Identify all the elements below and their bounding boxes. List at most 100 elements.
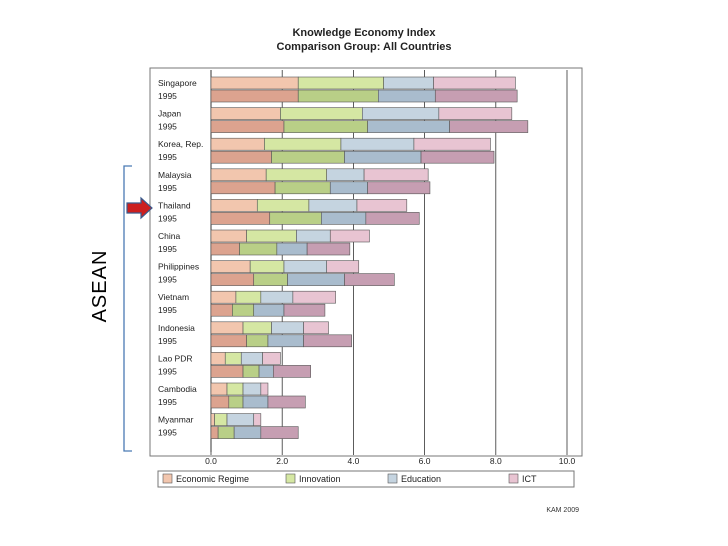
bar-segment-innovation-current — [242, 321, 272, 335]
x-tick-label: 4.0 — [347, 456, 359, 466]
bar-segment-economic-regime-current — [210, 413, 215, 426]
year-label: 1995 — [158, 275, 177, 285]
bar-segment-innovation-current — [246, 229, 297, 243]
bar-segment-education-1995 — [321, 212, 367, 225]
bar-segment-education-1995 — [378, 89, 436, 103]
bar-segment-ict-1995 — [449, 120, 529, 133]
bar-segment-economic-regime-1995 — [210, 212, 271, 225]
bar-segment-innovation-current — [265, 168, 327, 182]
chart-title: Knowledge Economy Index — [292, 27, 436, 39]
bar-segment-economic-regime-current — [210, 321, 244, 335]
country-label: Singapore — [158, 78, 197, 88]
bar-segment-economic-regime-current — [210, 229, 247, 243]
bar-segment-innovation-current — [280, 107, 363, 120]
plot-frame — [149, 67, 583, 457]
x-tick-label: 6.0 — [419, 456, 431, 466]
bar-segment-ict-current — [326, 260, 360, 273]
bar-segment-economic-regime-1995 — [210, 150, 272, 164]
legend-swatch — [162, 473, 173, 484]
bar-segment-education-current — [226, 413, 255, 426]
bar-segment-innovation-current — [264, 137, 342, 151]
x-tick-label: 10.0 — [559, 456, 576, 466]
bar-segment-innovation-1995 — [297, 89, 379, 103]
country-label: Korea, Rep. — [158, 139, 203, 149]
year-label: 1995 — [158, 244, 177, 254]
bar-segment-education-current — [361, 107, 440, 120]
bar-segment-innovation-current — [224, 352, 242, 365]
bar-segment-economic-regime-current — [210, 199, 258, 212]
bar-segment-innovation-current — [256, 199, 310, 212]
source-credit: KAM 2009 — [546, 507, 579, 514]
asean-bracket — [123, 165, 132, 452]
bar-segment-economic-regime-1995 — [210, 89, 299, 103]
bar-segment-ict-current — [356, 199, 408, 212]
bar-segment-education-current — [271, 321, 304, 335]
year-label: 1995 — [158, 366, 177, 376]
bar-segment-innovation-1995 — [242, 365, 260, 378]
bar-segment-ict-1995 — [434, 89, 518, 103]
bar-segment-economic-regime-current — [210, 76, 299, 90]
bar-segment-economic-regime-current — [210, 260, 251, 273]
year-label: 1995 — [158, 428, 177, 438]
bar-segment-ict-current — [253, 413, 262, 426]
legend-label: Innovation — [299, 474, 341, 484]
bar-segment-economic-regime-1995 — [210, 334, 247, 348]
bar-segment-education-current — [296, 229, 331, 243]
country-label: Cambodia — [158, 384, 197, 394]
bar-segment-education-1995 — [329, 181, 368, 195]
bar-segment-education-current — [308, 199, 358, 212]
bar-segment-ict-1995 — [283, 303, 326, 317]
bar-segment-innovation-1995 — [274, 181, 331, 195]
bar-segment-economic-regime-current — [210, 352, 226, 365]
bar-segment-education-current — [383, 76, 434, 90]
bar-segment-economic-regime-current — [210, 168, 267, 182]
legend-box — [157, 470, 575, 488]
bar-segment-education-1995 — [242, 395, 269, 409]
x-tick-label: 2.0 — [276, 456, 288, 466]
x-tick-label: 8.0 — [490, 456, 502, 466]
legend-swatch — [285, 473, 296, 484]
bar-segment-economic-regime-1995 — [210, 181, 276, 195]
legend-swatch — [387, 473, 398, 484]
bar-segment-economic-regime-1995 — [210, 303, 233, 317]
bar-segment-education-1995 — [367, 120, 450, 133]
bar-segment-economic-regime-1995 — [210, 426, 219, 439]
bar-segment-economic-regime-1995 — [210, 365, 244, 378]
bar-segment-education-1995 — [258, 365, 274, 378]
bar-segment-innovation-1995 — [283, 120, 368, 133]
bar-segment-ict-current — [433, 76, 516, 90]
bar-segment-ict-1995 — [344, 273, 395, 286]
bar-segment-economic-regime-1995 — [210, 242, 240, 256]
bar-segment-innovation-1995 — [239, 242, 278, 256]
bar-segment-innovation-1995 — [217, 426, 235, 439]
bar-segment-ict-current — [260, 382, 269, 396]
bar-segment-innovation-1995 — [246, 334, 269, 348]
bar-segment-economic-regime-current — [210, 290, 237, 304]
red-arrow-icon — [126, 196, 153, 220]
bar-segment-ict-current — [262, 352, 281, 365]
x-tick-label: 0.0 — [205, 456, 217, 466]
country-label: China — [158, 231, 180, 241]
bar-segment-ict-1995 — [303, 334, 352, 348]
bar-segment-ict-current — [438, 107, 513, 120]
country-label: Indonesia — [158, 323, 195, 333]
country-label: Thailand — [158, 200, 191, 210]
bar-segment-education-current — [340, 137, 415, 151]
year-label: 1995 — [158, 152, 177, 162]
bar-segment-innovation-1995 — [253, 273, 288, 286]
year-label: 1995 — [158, 122, 177, 132]
bar-segment-innovation-1995 — [228, 395, 244, 409]
bar-segment-economic-regime-current — [210, 107, 281, 120]
bar-segment-ict-1995 — [260, 426, 299, 439]
bar-segment-education-current — [326, 168, 365, 182]
bar-segment-ict-current — [303, 321, 329, 335]
bar-segment-education-1995 — [253, 303, 285, 317]
chart-subtitle: Comparison Group: All Countries — [277, 41, 452, 53]
country-label: Japan — [158, 109, 181, 119]
bar-segment-ict-1995 — [420, 150, 495, 164]
bar-segment-economic-regime-1995 — [210, 395, 230, 409]
bar-segment-education-current — [242, 382, 262, 396]
legend-label: ICT — [522, 474, 537, 484]
bar-segment-economic-regime-1995 — [210, 120, 285, 133]
